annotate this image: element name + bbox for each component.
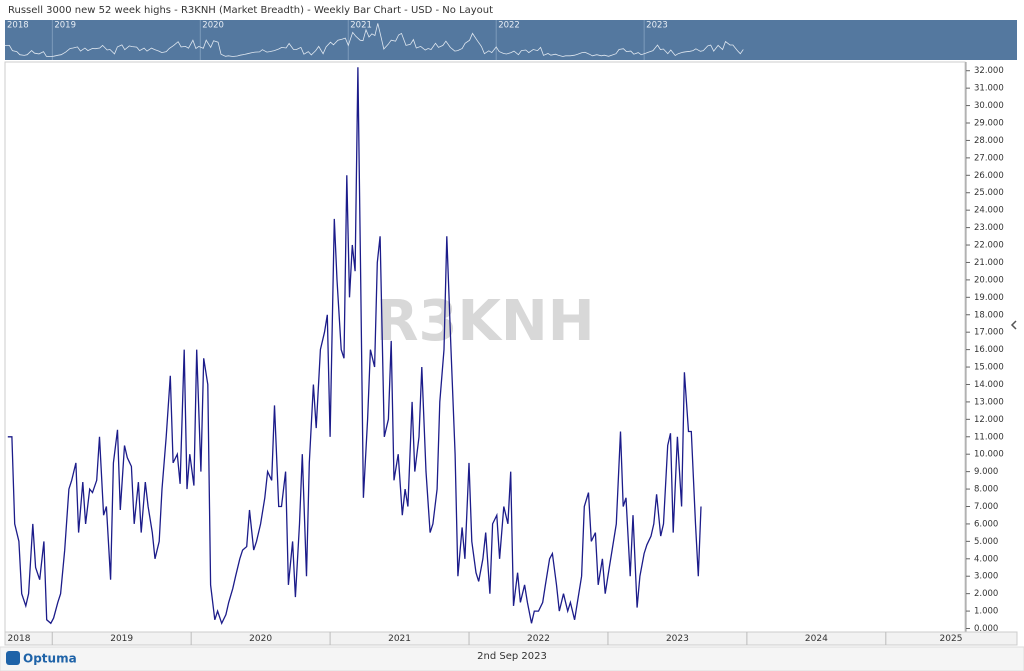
overview-tick-label: 2019: [54, 21, 76, 31]
y-tick-label: 21.000: [974, 258, 1004, 268]
y-tick-label: 29.000: [974, 119, 1004, 129]
y-tick-label: 24.000: [974, 206, 1004, 216]
x-tick-label: 2024: [805, 634, 828, 644]
y-tick-label: 11.000: [974, 432, 1004, 442]
y-tick-label: 30.000: [974, 101, 1004, 111]
y-tick-label: 14.000: [974, 380, 1004, 390]
x-tick-label: 2025: [940, 634, 963, 644]
logo-icon: [6, 651, 20, 665]
y-tick-label: 28.000: [974, 136, 1004, 146]
y-tick-label: 7.000: [974, 502, 998, 512]
y-tick-label: 25.000: [974, 188, 1004, 198]
y-tick-label: 16.000: [974, 345, 1004, 355]
y-tick-label: 17.000: [974, 328, 1004, 338]
x-tick-label: 2018: [8, 634, 31, 644]
overview-tick-label: 2018: [7, 21, 29, 31]
logo: Optuma: [6, 651, 77, 666]
y-tick-label: 26.000: [974, 171, 1004, 181]
chart-title: Russell 3000 new 52 week highs - R3KNH (…: [8, 5, 493, 16]
y-tick-label: 22.000: [974, 241, 1004, 251]
x-tick-label: 2021: [388, 634, 411, 644]
data-line: [7, 67, 702, 626]
y-tick-label: 32.000: [974, 66, 1004, 76]
y-tick-label: 8.000: [974, 485, 998, 495]
y-tick-label: 0.000: [974, 624, 998, 634]
y-tick-label: 6.000: [974, 519, 998, 529]
x-tick-label: 2023: [666, 634, 689, 644]
y-tick-label: 1.000: [974, 607, 998, 617]
y-tick-label: 2.000: [974, 589, 998, 599]
y-tick-label: 19.000: [974, 293, 1004, 303]
y-tick-label: 31.000: [974, 84, 1004, 94]
y-tick-label: 20.000: [974, 275, 1004, 285]
footer-bar: [0, 646, 1024, 671]
overview-tick-label: 2022: [498, 21, 520, 31]
logo-text: Optuma: [23, 652, 77, 666]
y-tick-label: 10.000: [974, 450, 1004, 460]
y-tick-label: 18.000: [974, 310, 1004, 320]
y-tick-label: 5.000: [974, 537, 998, 547]
y-tick-label: 27.000: [974, 153, 1004, 163]
y-tick-label: 9.000: [974, 467, 998, 477]
date-label: 2nd Sep 2023: [477, 651, 547, 662]
collapse-arrow[interactable]: [1010, 320, 1017, 330]
x-tick-label: 2020: [249, 634, 272, 644]
x-axis-band: [4, 631, 1018, 646]
x-tick-label: 2022: [527, 634, 550, 644]
y-tick-label: 3.000: [974, 572, 998, 582]
overview-strip[interactable]: [5, 20, 1017, 60]
x-tick-label: 2019: [110, 634, 133, 644]
watermark: R3KNH: [375, 289, 594, 354]
overview-tick-label: 2023: [646, 21, 668, 31]
overview-tick-label: 2020: [202, 21, 224, 31]
y-tick-label: 23.000: [974, 223, 1004, 233]
y-tick-label: 15.000: [974, 363, 1004, 373]
y-tick-label: 13.000: [974, 397, 1004, 407]
y-tick-label: 12.000: [974, 415, 1004, 425]
y-tick-label: 4.000: [974, 554, 998, 564]
overview-tick-label: 2021: [350, 21, 372, 31]
overview-line: [5, 23, 744, 57]
